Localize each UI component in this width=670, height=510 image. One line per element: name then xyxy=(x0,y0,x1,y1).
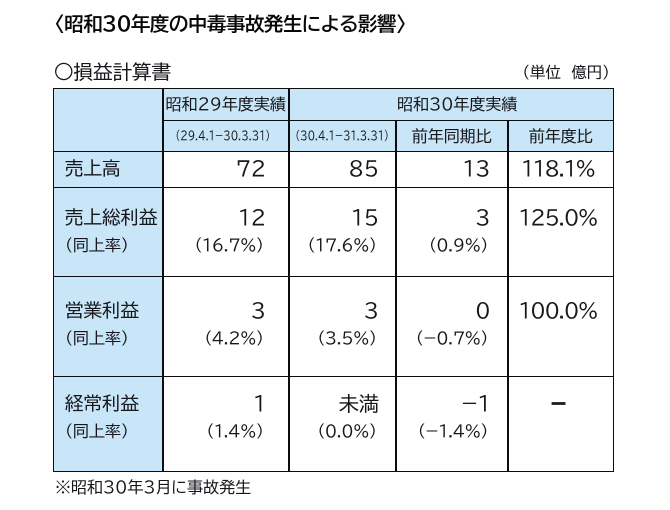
row-sublabel-text: (同上率) xyxy=(65,330,129,346)
cell-value: −1 xyxy=(461,394,491,414)
cell-pct: (17.6%) xyxy=(307,237,377,253)
cell-gross-s29: 12 (16.7%) xyxy=(163,188,288,276)
cell-sales-ratio: 118.1% xyxy=(508,152,613,187)
table-corner-cell xyxy=(54,89,162,151)
cell-operating-ratio: 100.0% xyxy=(508,277,613,376)
cell-sales-s30: 85 xyxy=(289,152,395,187)
cell-gross-yoy: 3 (0.9%) xyxy=(396,188,507,276)
cell-sales-s29: 72 xyxy=(163,152,288,187)
cell-value: 12 xyxy=(238,208,266,228)
cell-gross-s30: 15 (17.6%) xyxy=(289,188,395,276)
cell-pct: (16.7%) xyxy=(194,237,264,253)
cell-sales-yoy: 13 xyxy=(396,152,507,187)
cell-value: 125.0% xyxy=(518,208,598,228)
cell-operating-s30: 3 (3.5%) xyxy=(289,277,395,376)
cell-value: 0 xyxy=(475,301,491,321)
column-header-showa30: 昭和30年度実績 xyxy=(289,89,613,120)
cell-pct: (1.4%) xyxy=(206,423,264,439)
cell-value: 100.0% xyxy=(518,301,598,321)
row-label-gross-profit: 売上総利益 (同上率) xyxy=(54,188,162,276)
cell-pct: (−1.4%) xyxy=(417,423,489,439)
row-label-text: 売上総利益 xyxy=(65,209,158,227)
column-subheader-yoy: 前年同期比 xyxy=(396,121,507,151)
row-label-text: 経常利益 xyxy=(65,395,139,413)
cell-ordinary-s29: 1 (1.4%) xyxy=(163,377,288,471)
cell-operating-s29: 3 (4.2%) xyxy=(163,277,288,376)
cell-pct: (4.2%) xyxy=(204,330,264,346)
table-caption: ○損益計算書 xyxy=(54,63,171,82)
cell-pct: (0.0%) xyxy=(317,423,377,439)
cell-value: 118.1% xyxy=(521,158,595,179)
row-sublabel-text: (同上率) xyxy=(65,237,129,253)
cell-pct: (0.9%) xyxy=(428,237,488,253)
period-text: (30.4.1−31.3.31) xyxy=(295,129,390,142)
column-subheader-ratio: 前年度比 xyxy=(508,121,613,151)
cell-value: 1 xyxy=(253,394,266,414)
row-label-text: 売上高 xyxy=(65,159,121,178)
cell-value: 未満 xyxy=(339,394,379,414)
cell-operating-yoy: 0 (−0.7%) xyxy=(396,277,507,376)
cell-value: 13 xyxy=(462,158,491,179)
cell-value: 85 xyxy=(348,158,379,179)
unit-note: （単位 億円） xyxy=(522,64,610,80)
row-label-sales: 売上高 xyxy=(54,152,162,187)
row-label-text: 営業利益 xyxy=(65,302,139,320)
cell-value: 3 xyxy=(475,208,491,228)
row-label-operating-profit: 営業利益 (同上率) xyxy=(54,277,162,376)
cell-pct: (3.5%) xyxy=(317,330,377,346)
cell-value: 3 xyxy=(363,301,379,321)
cell-value: 72 xyxy=(235,158,266,179)
footnote: ※昭和30年3月に事故発生 xyxy=(55,478,251,495)
cell-ordinary-ratio: − xyxy=(508,377,613,471)
row-sublabel-text: (同上率) xyxy=(65,423,129,439)
cell-value: 3 xyxy=(250,301,266,321)
cell-value: 15 xyxy=(351,208,379,228)
column-subheader-period-29: (29.4.1−30.3.31) xyxy=(163,121,288,151)
period-text: (29.4.1−30.3.31) xyxy=(175,129,271,142)
profit-loss-table: 昭和29年度実績 昭和30年度実績 (29.4.1−30.3.31) (30.4… xyxy=(53,88,614,472)
cell-pct: (−0.7%) xyxy=(415,330,489,346)
column-subheader-period-30: (30.4.1−31.3.31) xyxy=(289,121,395,151)
cell-ordinary-s30: 未満 (0.0%) xyxy=(289,377,395,471)
cell-ordinary-yoy: −1 (−1.4%) xyxy=(396,377,507,471)
row-label-ordinary-profit: 経常利益 (同上率) xyxy=(54,377,162,471)
cell-gross-ratio: 125.0% xyxy=(508,188,613,276)
cell-value: − xyxy=(550,394,567,415)
page-title: 〈昭和30年度の中毒事故発生による影響〉 xyxy=(55,14,406,34)
column-header-showa29: 昭和29年度実績 xyxy=(163,89,288,120)
